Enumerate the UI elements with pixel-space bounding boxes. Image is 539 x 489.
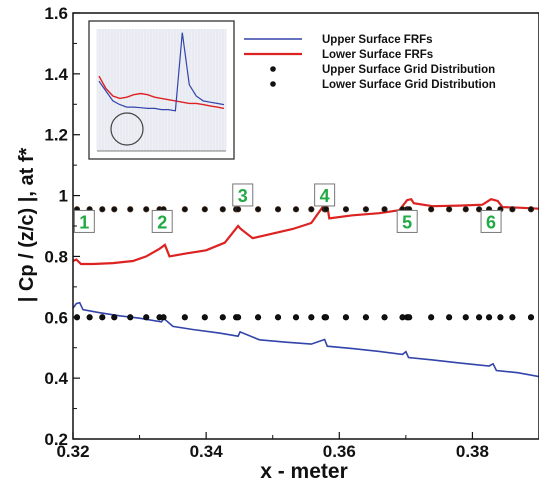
- y-tick-label: 0.8: [44, 247, 68, 266]
- location-marker-box: [480, 209, 502, 233]
- legend-entry: Upper Surface Grid Distribution: [322, 64, 495, 76]
- upper-grid-point: [462, 314, 469, 321]
- x-tick-label: 0.36: [323, 442, 356, 461]
- lower-grid-point: [292, 206, 300, 213]
- location-marker-label: 3: [238, 186, 248, 206]
- y-tick-label: 0.6: [44, 308, 68, 327]
- location-marker-label: 5: [402, 212, 412, 232]
- legend: Upper Surface FRFs Lower Surface FRFs Uppe…: [244, 34, 496, 91]
- y-tick-label: 1.2: [44, 126, 68, 145]
- lower-grid-point: [475, 206, 483, 213]
- location-marker-label: 2: [157, 212, 167, 232]
- lower-grid-point: [462, 206, 469, 213]
- upper-grid-point: [99, 314, 106, 321]
- upper-grid-point: [181, 314, 188, 321]
- lower-grid-point: [428, 206, 435, 213]
- upper-grid-point: [446, 314, 453, 321]
- lower-grid-point: [201, 206, 208, 213]
- lower-grid-point: [509, 206, 516, 213]
- legend-swatch: [270, 66, 276, 72]
- upper-grid-point: [509, 314, 516, 321]
- lower-grid-point: [527, 206, 535, 213]
- inset-upper-line: [98, 32, 225, 112]
- upper-grid-point: [292, 314, 300, 321]
- lower-grid-point: [446, 206, 453, 213]
- lower-grid-point: [143, 206, 150, 213]
- location-marker-box: [151, 209, 173, 233]
- inset-zoom-circle: [110, 112, 144, 146]
- upper-grid-point: [342, 314, 350, 321]
- inset-grid-background: [97, 29, 226, 151]
- legend-swatch: [270, 81, 276, 87]
- lower-grid-point: [308, 206, 315, 213]
- upper-grid-point: [86, 314, 93, 321]
- x-axis-label: x - meter: [260, 460, 348, 483]
- y-tick-label: 1: [59, 187, 68, 206]
- y-tick-label: 0.4: [44, 369, 68, 388]
- lower-grid-point: [322, 206, 330, 213]
- legend-entry: Lower Surface FRFs: [322, 49, 433, 61]
- upper-grid-point: [475, 314, 483, 321]
- upper-grid-point: [485, 314, 493, 321]
- chart-axes: 0.2 0.4 0.6 0.8 1 1.2 1.4 1.6 0.32 0.34 0.36 0.38: [44, 4, 539, 461]
- lower-grid-point: [111, 206, 118, 213]
- y-axis-label: | Cp / (z/c) |, at f*: [16, 148, 38, 303]
- legend-entry: Lower Surface Grid Distribution: [322, 79, 496, 91]
- y-tick-label: 1.6: [44, 4, 68, 23]
- y-tick-label: 0.2: [44, 430, 68, 449]
- lower-surface-frf-line: [72, 197, 539, 266]
- upper-grid-point: [527, 314, 535, 321]
- inset-plot: [88, 20, 235, 160]
- upper-grid-point: [234, 314, 242, 321]
- lower-grid-point: [181, 206, 188, 213]
- inset-lower-line: [98, 75, 225, 110]
- lower-grid-point: [254, 206, 262, 213]
- legend-entry: Upper Surface FRFs: [322, 34, 433, 46]
- upper-grid-point: [160, 314, 167, 321]
- upper-grid-point: [219, 314, 226, 321]
- chart-series: [72, 197, 539, 378]
- upper-grid-point: [406, 314, 413, 321]
- upper-surface-frf-line: [72, 301, 539, 378]
- lower-grid-point: [127, 206, 134, 213]
- upper-grid-point: [497, 314, 504, 321]
- lower-grid-point: [381, 206, 388, 213]
- location-marker-label: 6: [486, 212, 496, 232]
- upper-grid-point: [127, 314, 134, 321]
- x-tick-label: 0.32: [56, 442, 89, 461]
- lower-grid-point: [99, 206, 106, 213]
- lower-grid-point: [362, 206, 370, 213]
- upper-grid-point: [201, 314, 208, 321]
- upper-grid-point: [143, 314, 150, 321]
- upper-grid-point: [111, 314, 118, 321]
- upper-grid-point: [274, 314, 282, 321]
- location-marker-label: 4: [320, 186, 330, 206]
- location-marker-box: [232, 183, 254, 207]
- upper-grid-point: [322, 314, 330, 321]
- location-marker-box: [73, 209, 95, 233]
- upper-grid-point: [362, 314, 370, 321]
- y-tick-label: 1.4: [44, 65, 68, 84]
- location-marker-box: [396, 209, 418, 233]
- lower-grid-point: [342, 206, 350, 213]
- lower-grid-point: [274, 206, 282, 213]
- chart-annotations: 1 2 3 4 5 6: [73, 183, 502, 233]
- x-tick-label: 0.34: [190, 442, 224, 461]
- upper-grid-point: [428, 314, 435, 321]
- upper-grid-point: [254, 314, 262, 321]
- x-tick-label: 0.38: [456, 442, 489, 461]
- lower-grid-point: [219, 206, 226, 213]
- lower-grid-point: [234, 206, 242, 213]
- location-marker-box: [314, 183, 336, 207]
- location-marker-label: 1: [79, 212, 89, 232]
- upper-grid-point: [381, 314, 388, 321]
- upper-grid-point: [308, 314, 315, 321]
